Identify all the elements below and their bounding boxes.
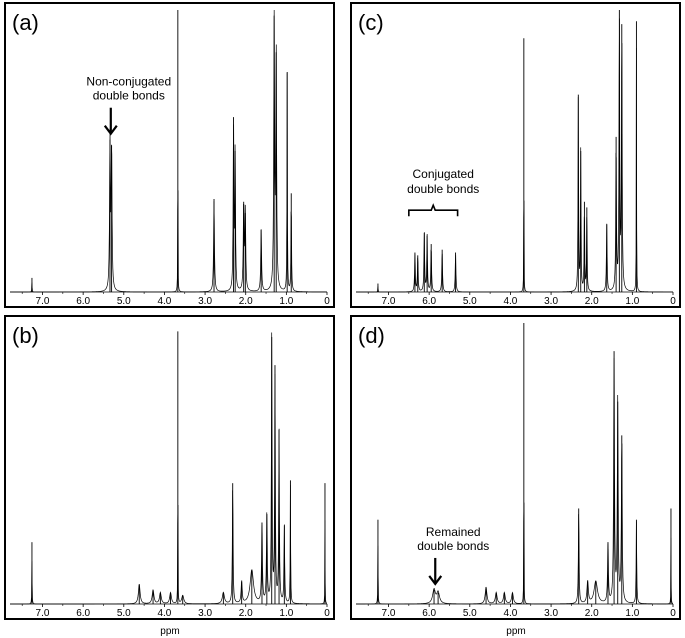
x-tick-label: 2.0 <box>239 296 253 306</box>
annotation-label: double bonds <box>93 89 165 103</box>
x-tick-label: 1.0 <box>625 608 639 618</box>
x-tick-label: 4.0 <box>503 296 517 306</box>
x-tick-label: 4.0 <box>157 296 171 306</box>
x-tick-label: 6.0 <box>76 296 90 306</box>
spectrum-panel-a: 7.0 6.0 5.0 4.0 3.0 2.0 1.0 0 Non-conjugated doub… <box>4 2 335 308</box>
x-tick-label: 7.0 <box>36 296 50 306</box>
annotation-label: Remained <box>426 525 481 539</box>
x-tick-label: 5.0 <box>463 608 477 618</box>
x-tick-label: 1.0 <box>625 296 639 306</box>
spectrum-plot-a: 7.0 6.0 5.0 4.0 3.0 2.0 1.0 0 Non-conjugateddoub… <box>10 9 330 306</box>
x-axis-label: ppm <box>160 626 180 637</box>
annotation-label: Conjugated <box>413 167 474 181</box>
x-axis-label: ppm <box>506 626 526 637</box>
annotation-label: double bonds <box>417 539 489 553</box>
x-tick-label: 7.0 <box>382 608 396 618</box>
spectrum-trace <box>10 9 327 293</box>
x-tick-label: 4.0 <box>157 608 171 618</box>
panel-label: (b) <box>12 323 39 348</box>
x-tick-label: 4.0 <box>503 608 517 618</box>
x-tick-label: 0 <box>324 296 330 306</box>
x-tick-label: 5.0 <box>117 296 131 306</box>
x-tick-label: 3.0 <box>198 296 212 306</box>
annotation-arrow-head <box>428 575 443 586</box>
x-tick-label: 7.0 <box>36 608 50 618</box>
spectrum-panel-c: 7.0 6.0 5.0 4.0 3.0 2.0 1.0 0 Conjugated double b… <box>350 2 681 308</box>
x-tick-label: 5.0 <box>463 296 477 306</box>
x-tick-label: 2.0 <box>585 296 599 306</box>
x-tick-label: 0 <box>670 608 676 618</box>
annotation-bracket <box>408 203 459 217</box>
x-tick-label: 5.0 <box>117 608 131 618</box>
panel-label: (c) <box>358 10 384 35</box>
spectrum-trace <box>356 18 673 293</box>
annotation-arrow-head <box>103 125 118 136</box>
panel-label: (d) <box>358 323 385 348</box>
x-tick-label: 3.0 <box>544 296 558 306</box>
x-tick-label: 3.0 <box>198 608 212 618</box>
x-tick-label: 6.0 <box>76 608 90 618</box>
x-tick-label: 3.0 <box>544 608 558 618</box>
x-tick-label: 2.0 <box>585 608 599 618</box>
spectrum-plot-b: 7.0 6.0 5.0 4.0 3.0 2.0 1.0 0 <box>10 331 330 618</box>
x-tick-label: 0 <box>324 608 330 618</box>
spectrum-panel-d: 7.0 6.0 5.0 4.0 3.0 2.0 1.0 0 Remained double bon… <box>350 315 681 620</box>
x-tick-label: 7.0 <box>382 296 396 306</box>
x-tick-label: 6.0 <box>422 608 436 618</box>
x-tick-label: 1.0 <box>279 608 293 618</box>
x-tick-label: 6.0 <box>422 296 436 306</box>
x-tick-label: 1.0 <box>279 296 293 306</box>
annotation-label: Non-conjugated <box>86 75 171 89</box>
panel-label: (a) <box>12 10 39 35</box>
spectrum-panel-b: 7.0 6.0 5.0 4.0 3.0 2.0 1.0 0 (b) <box>4 315 335 620</box>
annotation-label: double bonds <box>407 182 479 196</box>
x-tick-label: 0 <box>670 296 676 306</box>
spectrum-trace <box>10 332 328 605</box>
spectrum-trace <box>356 357 674 605</box>
x-tick-label: 2.0 <box>239 608 253 618</box>
